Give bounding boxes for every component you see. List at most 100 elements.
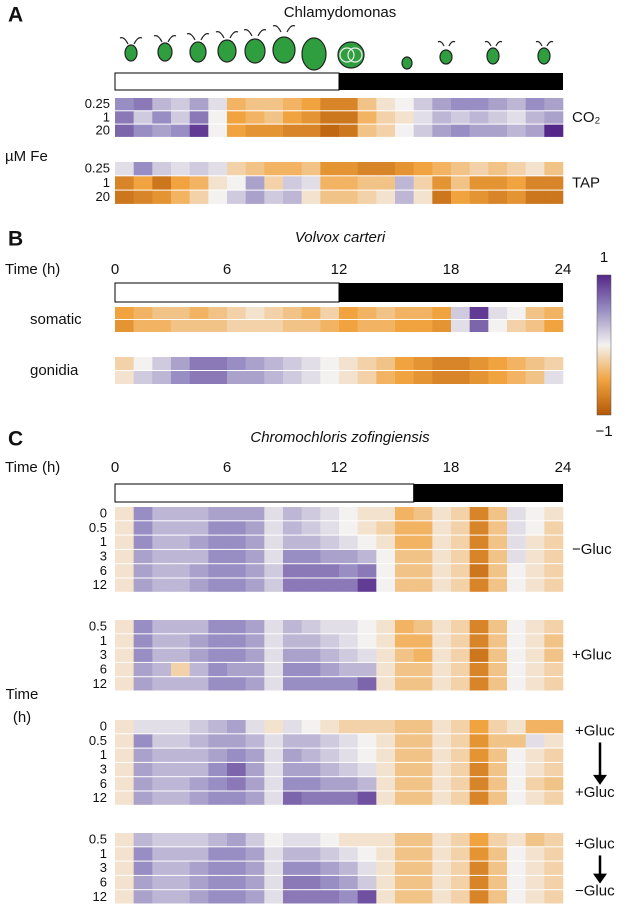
heatmap-cell: [208, 748, 228, 762]
heatmap-cell: [283, 634, 302, 648]
heatmap-cell: [413, 124, 433, 137]
heatmap-cell: [171, 634, 190, 648]
heatmap-cell: [469, 307, 489, 319]
heatmap-cell: [432, 748, 452, 762]
heatmap-cell: [208, 521, 228, 535]
heatmap-cell: [189, 549, 209, 564]
heatmap-cell: [152, 620, 172, 634]
heatmap-cell: [189, 875, 209, 890]
heatmap-cell: [301, 847, 321, 861]
heatmap-cell: [339, 634, 358, 648]
heatmap-cell: [469, 762, 489, 777]
heatmap-cell: [245, 833, 265, 847]
heatmap-cell: [376, 890, 396, 904]
heatmap-cell: [488, 720, 508, 734]
heatmap-cell: [507, 307, 526, 319]
heatmap-cell: [525, 564, 545, 578]
heatmap-cell: [357, 734, 377, 748]
heatmap-cell: [264, 111, 284, 124]
heatmap-cell: [339, 791, 358, 805]
heatmap-cell: [208, 98, 228, 111]
row-label: 6: [100, 563, 107, 578]
heatmap-cell: [376, 777, 396, 791]
heatmap-cell: [507, 176, 526, 190]
heatmap-cell: [245, 190, 265, 204]
heatmap-cell: [133, 791, 153, 805]
heatmap-cell: [152, 176, 172, 190]
heatmap-cell: [283, 357, 302, 370]
heatmap-cell: [432, 833, 452, 847]
heatmap-cell: [507, 549, 526, 564]
heatmap-cell: [245, 634, 265, 648]
heatmap-cell: [227, 549, 246, 564]
heatmap-cell: [376, 98, 396, 111]
heatmap-cell: [395, 734, 414, 748]
heatmap-cell: [432, 890, 452, 904]
heatmap-cell: [264, 549, 284, 564]
heatmap-cell: [152, 720, 172, 734]
heatmap-cell: [189, 677, 209, 691]
heatmap-cell: [451, 762, 470, 777]
heatmap-cell: [320, 634, 340, 648]
heatmap-cell: [245, 648, 265, 662]
heatmap-cell: [525, 734, 545, 748]
heatmap-cell: [525, 521, 545, 535]
heatmap-cell: [488, 620, 508, 634]
heatmap-cell: [413, 677, 433, 691]
heatmap-cell: [208, 320, 228, 332]
heatmap-cell: [544, 549, 564, 564]
row-label: 20: [96, 189, 110, 204]
heatmap-cell: [133, 507, 153, 521]
heatmap-cell: [301, 762, 321, 777]
heatmap-cell: [488, 762, 508, 777]
heatmap-cell: [208, 190, 228, 204]
heatmap-cell: [301, 634, 321, 648]
heatmap-cell: [395, 833, 414, 847]
heatmap-cell: [227, 762, 246, 777]
heatmap-cell: [469, 791, 489, 805]
heatmap-cell: [208, 549, 228, 564]
heatmap-cell: [152, 507, 172, 521]
heatmap-cell: [432, 875, 452, 890]
heatmap-cell: [283, 507, 302, 521]
heatmap-cell: [189, 307, 209, 319]
heatmap-cell: [171, 176, 190, 190]
heatmap-cell: [469, 861, 489, 875]
heatmap-cell: [227, 124, 246, 137]
heatmap-cell: [507, 861, 526, 875]
heatmap-cell: [115, 662, 134, 677]
heatmap-cell: [432, 176, 452, 190]
heatmap-cell: [395, 748, 414, 762]
heatmap-cell: [245, 720, 265, 734]
heatmap-cell: [525, 190, 545, 204]
row-label: 12: [93, 577, 107, 592]
heatmap-cell: [395, 861, 414, 875]
heatmap-cell: [320, 861, 340, 875]
heatmap-cell: [376, 320, 396, 332]
heatmap-cell: [320, 734, 340, 748]
colorbar-tick-label: 1: [600, 249, 608, 266]
heatmap-cell: [171, 98, 190, 111]
heatmap-cell: [115, 124, 134, 137]
group-label: TAP: [572, 174, 600, 191]
heatmap-cell: [413, 890, 433, 904]
heatmap-cell: [339, 648, 358, 662]
heatmap-cell: [320, 307, 340, 319]
heatmap-cell: [208, 777, 228, 791]
heatmap-cell: [283, 890, 302, 904]
row-label: 6: [100, 874, 107, 889]
heatmap-cell: [208, 634, 228, 648]
arrow-head: [593, 774, 607, 785]
heatmap-cell: [451, 320, 470, 332]
heatmap-cell: [376, 791, 396, 805]
heatmap-cell: [245, 734, 265, 748]
heatmap-cell: [544, 535, 564, 549]
heatmap-cell: [432, 634, 452, 648]
heatmap-cell: [245, 320, 265, 332]
heatmap-cell: [171, 677, 190, 691]
colorbar-tick-label: −1: [595, 423, 612, 440]
heatmap-cell: [301, 648, 321, 662]
heatmap-cell: [115, 521, 134, 535]
heatmap-cell: [469, 320, 489, 332]
heatmap-cell: [264, 371, 284, 384]
